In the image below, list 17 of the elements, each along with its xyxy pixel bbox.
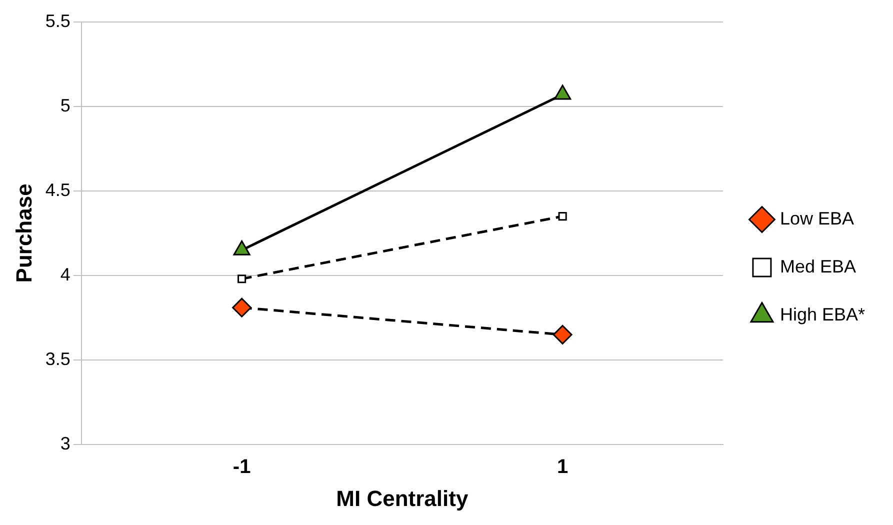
x-tick-label: -1	[232, 456, 251, 478]
y-tick-label: 4	[60, 264, 70, 284]
x-tick-label: 1	[557, 456, 568, 478]
point	[232, 298, 252, 318]
x-axis-title: MI Centrality	[336, 486, 469, 511]
y-tick-label: 3.5	[45, 349, 70, 370]
legend-label: Low EBA	[780, 208, 854, 228]
y-tick-label: 3	[60, 434, 70, 454]
point	[238, 274, 246, 284]
legend-label: High EBA*	[780, 304, 866, 324]
y-tick-label: 5	[60, 95, 70, 116]
point	[552, 324, 572, 344]
point	[558, 212, 567, 221]
legend-label: Med EBA	[780, 256, 856, 276]
y-axis-title: Purchase	[11, 184, 36, 283]
y-tick-label: 4.5	[45, 180, 70, 200]
y-tick-label: 5.5	[45, 10, 70, 31]
